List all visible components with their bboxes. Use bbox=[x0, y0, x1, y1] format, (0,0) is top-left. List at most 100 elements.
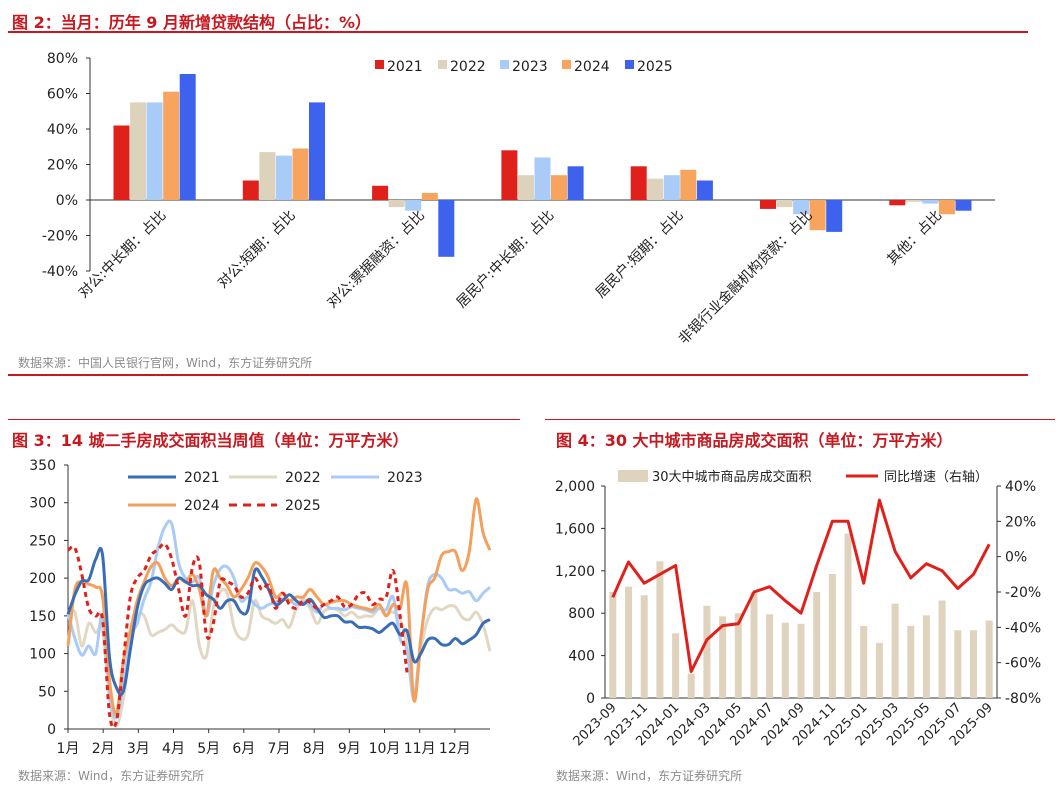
fig4-bar bbox=[687, 673, 695, 698]
fig4-y-tick-label: 400 bbox=[568, 649, 595, 665]
fig2-bar-2025 bbox=[179, 74, 196, 200]
fig2-bar-2023 bbox=[793, 200, 810, 215]
fig4-y-tick-label: 800 bbox=[568, 606, 595, 622]
fig2-chart: 80%60%40%20%0%-20%-40%对公:中长期：占比 对公:短期：占比对… bbox=[42, 51, 995, 348]
fig4-bar bbox=[766, 614, 774, 698]
fig3-x-tick-label: 6月 bbox=[232, 741, 255, 757]
fig2-bar-2025 bbox=[826, 200, 843, 232]
fig3-chart: 0 50 100 150 200 250 300 350 1月 2月 3月 4月 5月 6月 7月 8月 9月 1… bbox=[29, 458, 492, 757]
fig4-bar bbox=[609, 592, 617, 698]
fig2-bar-2025 bbox=[438, 200, 455, 257]
fig2-legend-swatch-2021 bbox=[375, 60, 384, 69]
fig3-y-tick-label: 200 bbox=[29, 571, 56, 587]
fig2-bar-2024 bbox=[680, 169, 697, 200]
fig4-bar bbox=[891, 603, 899, 698]
fig4-bar bbox=[703, 605, 711, 698]
fig2-bottom-rule bbox=[8, 374, 1028, 376]
fig2-legend-label-2023: 2023 bbox=[512, 59, 548, 75]
fig2-bar-2022 bbox=[518, 175, 534, 200]
fig2-bar-2021 bbox=[242, 180, 259, 200]
fig4-bar bbox=[625, 586, 632, 698]
fig2-bar-2024 bbox=[421, 192, 438, 200]
fig4-legend-label-bar: 30大中城市商品房成交面积 bbox=[652, 469, 812, 485]
fig4-y2-tick-label: -40% bbox=[1005, 620, 1041, 636]
fig3-y-tick-label: 0 bbox=[47, 722, 56, 738]
fig2-bar-2022 bbox=[905, 200, 922, 202]
fig2-bar-2024 bbox=[292, 148, 309, 200]
fig4-source: 数据来源：Wind，东方证券研究所 bbox=[556, 769, 743, 783]
fig4-y-tick-label: 1,600 bbox=[555, 521, 595, 537]
fig2-bar-2022 bbox=[647, 178, 664, 200]
fig2-legend-swatch-2024 bbox=[562, 60, 571, 69]
fig2-y-tick-label: 40% bbox=[47, 122, 78, 138]
fig3-line-2025 bbox=[67, 542, 409, 729]
fig4-y-tick-label: 2,000 bbox=[555, 479, 595, 495]
fig2-bar-2024 bbox=[551, 175, 567, 200]
fig3-x-tick-label: 8月 bbox=[303, 741, 326, 757]
fig4-bar bbox=[797, 623, 805, 698]
fig2-bar-2022 bbox=[259, 152, 276, 200]
fig3-line-2024 bbox=[66, 497, 492, 716]
fig4-bar bbox=[719, 616, 727, 698]
fig2-y-tick-label: -20% bbox=[42, 229, 78, 245]
fig3-y-tick-label: 300 bbox=[29, 496, 56, 512]
fig3-y-tick-label: 100 bbox=[29, 647, 56, 663]
fig2-legend-label-2022: 2022 bbox=[450, 59, 486, 75]
fig4-bar bbox=[907, 625, 915, 698]
fig2-bar-2025 bbox=[309, 102, 325, 200]
fig4-bar bbox=[860, 625, 868, 698]
fig4-bar bbox=[734, 613, 742, 698]
fig4-bar bbox=[813, 592, 821, 698]
fig2-bar-2021 bbox=[501, 150, 518, 200]
fig4-y-tick-label: 1,200 bbox=[555, 564, 595, 580]
fig4-y2-tick-label: -80% bbox=[1005, 691, 1041, 707]
fig3-legend-label-2024: 2024 bbox=[184, 498, 220, 514]
fig2-bar-2025 bbox=[955, 200, 972, 211]
fig2-y-tick-label: 0% bbox=[56, 193, 78, 209]
fig4-bar bbox=[844, 533, 852, 698]
fig2-bar-2023 bbox=[275, 155, 292, 200]
fig4-bar bbox=[938, 600, 946, 698]
fig3-x-tick-label: 4月 bbox=[162, 741, 185, 757]
fig2-bar-2023 bbox=[663, 175, 680, 200]
fig2-legend-label-2024: 2024 bbox=[574, 59, 610, 75]
fig2-bar-2024 bbox=[163, 91, 180, 200]
fig4-bar bbox=[672, 633, 680, 698]
fig3-legend-label-2022: 2022 bbox=[285, 470, 321, 486]
fig4-bar bbox=[970, 630, 977, 698]
fig2-bar-2024 bbox=[938, 200, 955, 215]
fig2-bar-2022 bbox=[130, 102, 147, 200]
fig4-y2-tick-label: 20% bbox=[1005, 514, 1036, 530]
fig3-legend-label-2021: 2021 bbox=[184, 470, 220, 486]
fig4-line-yoy bbox=[611, 498, 991, 673]
fig2-bar-2023 bbox=[534, 157, 551, 200]
fig3-x-tick-label: 11月 bbox=[404, 741, 436, 757]
fig2-legend-label-2025: 2025 bbox=[637, 59, 673, 75]
fig4-title: 图 4：30 大中城市商品房成交面积（单位：万平方米） bbox=[556, 431, 953, 450]
fig2-bar-2021 bbox=[889, 200, 906, 206]
fig4-y2-tick-label: -20% bbox=[1005, 585, 1041, 601]
fig2-title: 图 2：当月：历年 9 月新增贷款结构（占比：%） bbox=[12, 13, 372, 32]
fig3-x-tick-label: 2月 bbox=[92, 741, 115, 757]
fig4-bar bbox=[875, 642, 883, 698]
fig3-source: 数据来源：Wind，东方证券研究所 bbox=[18, 769, 205, 783]
fig2-bar-2025 bbox=[696, 180, 713, 200]
fig3-x-tick-label: 9月 bbox=[338, 741, 361, 757]
fig2-bar-2024 bbox=[809, 200, 826, 231]
fig3-title: 图 3：14 城二手房成交面积当周值（单位：万平方米） bbox=[12, 431, 409, 450]
fig4-bar bbox=[985, 620, 993, 698]
fig2-bar-2023 bbox=[146, 102, 163, 200]
fig4-bar bbox=[828, 574, 836, 698]
fig3-x-tick-label: 10月 bbox=[369, 741, 401, 757]
fig3-x-tick-label: 3月 bbox=[127, 741, 150, 757]
fig4-legend-label-line: 同比增速（右轴） bbox=[884, 470, 988, 485]
fig4-bar bbox=[656, 561, 664, 698]
fig4-y2-tick-label: 40% bbox=[1005, 479, 1036, 495]
fig3-top-rule bbox=[8, 419, 520, 420]
fig2-top-rule bbox=[8, 31, 1028, 33]
fig2-bar-2021 bbox=[630, 166, 647, 200]
fig3-x-tick-label: 12月 bbox=[439, 741, 471, 757]
fig4-bar bbox=[954, 630, 962, 698]
fig2-y-tick-label: 80% bbox=[47, 51, 78, 67]
